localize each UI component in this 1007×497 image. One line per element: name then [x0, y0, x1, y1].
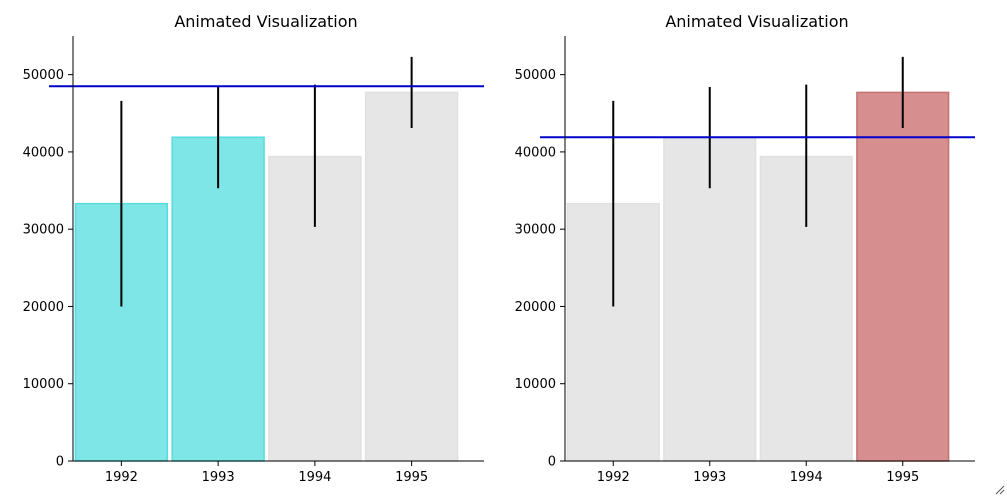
bar-1993 [663, 136, 757, 462]
x-tick-label: 1993 [693, 470, 726, 485]
y-tick-label: 0 [56, 455, 64, 470]
y-tick-label: 40000 [23, 145, 64, 160]
y-tick-label: 10000 [515, 377, 556, 392]
x-tick-label: 1995 [395, 470, 428, 485]
x-tick-label: 1992 [597, 470, 630, 485]
y-tick-label: 50000 [515, 68, 556, 83]
bar-1993 [171, 136, 265, 462]
chart-panel-right: Animated Visualization 0 10000 20000 30000 40… [515, 12, 975, 485]
bar-1995 [856, 91, 950, 462]
y-tick-label: 10000 [23, 377, 64, 392]
chart-title: Animated Visualization [174, 12, 357, 31]
x-tick-label: 1994 [298, 470, 331, 485]
x-tick-label: 1993 [202, 470, 235, 485]
x-tick-label: 1992 [105, 470, 138, 485]
chart-title: Animated Visualization [665, 12, 848, 31]
y-tick-label: 30000 [23, 223, 64, 238]
y-tick-label: 50000 [23, 68, 64, 83]
chart-panel-left: Animated Visualization 0 10000 20000 30000 40… [23, 12, 484, 485]
x-tick-label: 1995 [886, 470, 919, 485]
resize-grip-icon[interactable] [993, 483, 1005, 495]
y-tick-label: 30000 [515, 223, 556, 238]
bar-1995 [364, 91, 459, 462]
y-tick-label: 20000 [515, 300, 556, 315]
x-tick-label: 1994 [790, 470, 823, 485]
y-tick-label: 0 [548, 455, 556, 470]
y-tick-label: 40000 [515, 145, 556, 160]
y-tick-label: 20000 [23, 300, 64, 315]
